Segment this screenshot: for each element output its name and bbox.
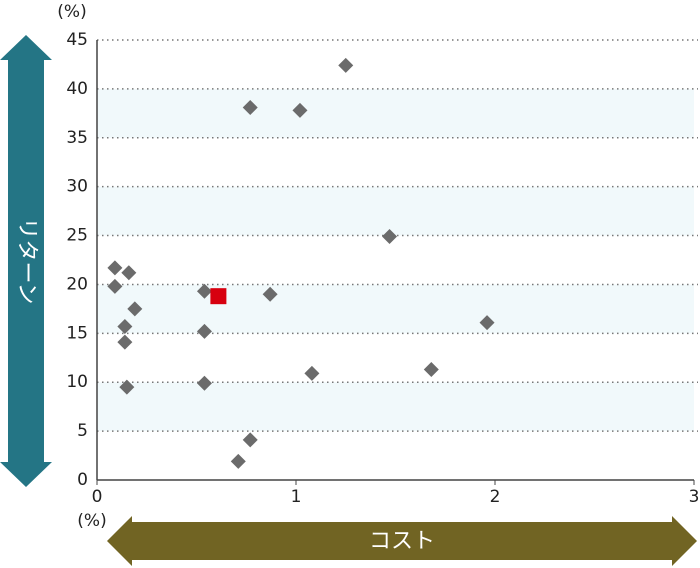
point	[196, 283, 212, 299]
band	[97, 284, 694, 334]
y-tick-label: 25	[66, 226, 88, 246]
y-tick-label: 5	[77, 421, 88, 441]
y-tick-label: 45	[66, 30, 88, 50]
highlight-point	[210, 288, 227, 305]
x-tick-label: 1	[291, 487, 302, 507]
point	[196, 375, 212, 391]
y-tick-label: 10	[66, 372, 88, 392]
point	[121, 265, 137, 281]
y-arrow	[0, 35, 52, 487]
point	[196, 323, 212, 339]
point	[107, 260, 123, 276]
point	[117, 334, 133, 350]
point	[338, 57, 354, 73]
point	[304, 365, 320, 381]
y-tick-label: 15	[66, 323, 88, 343]
y-tick-label: 35	[66, 128, 88, 148]
x-tick-label: 0	[92, 487, 103, 507]
x-arrow	[107, 516, 697, 566]
point	[423, 362, 439, 378]
y-tick-label: 0	[77, 470, 88, 490]
point	[107, 278, 123, 294]
y-unit: (%)	[57, 2, 86, 22]
band	[97, 382, 694, 432]
point	[479, 315, 495, 331]
point	[242, 432, 258, 448]
x-unit: (%)	[77, 511, 106, 531]
point	[230, 453, 246, 469]
y-tick-label: 20	[66, 274, 88, 294]
point	[119, 379, 135, 395]
point	[382, 229, 398, 245]
x-tick-label: 3	[689, 487, 700, 507]
point	[117, 318, 133, 334]
y-axis-label: リターン	[14, 218, 39, 305]
x-tick-label: 2	[490, 487, 501, 507]
point	[127, 301, 143, 317]
point	[262, 286, 278, 302]
y-tick-label: 40	[66, 79, 88, 99]
point	[242, 99, 258, 115]
band	[97, 186, 694, 236]
point	[292, 102, 308, 118]
x-axis-label: コスト	[369, 529, 435, 554]
y-tick-label: 30	[66, 177, 88, 197]
plot-background	[97, 88, 694, 432]
band	[97, 88, 694, 138]
